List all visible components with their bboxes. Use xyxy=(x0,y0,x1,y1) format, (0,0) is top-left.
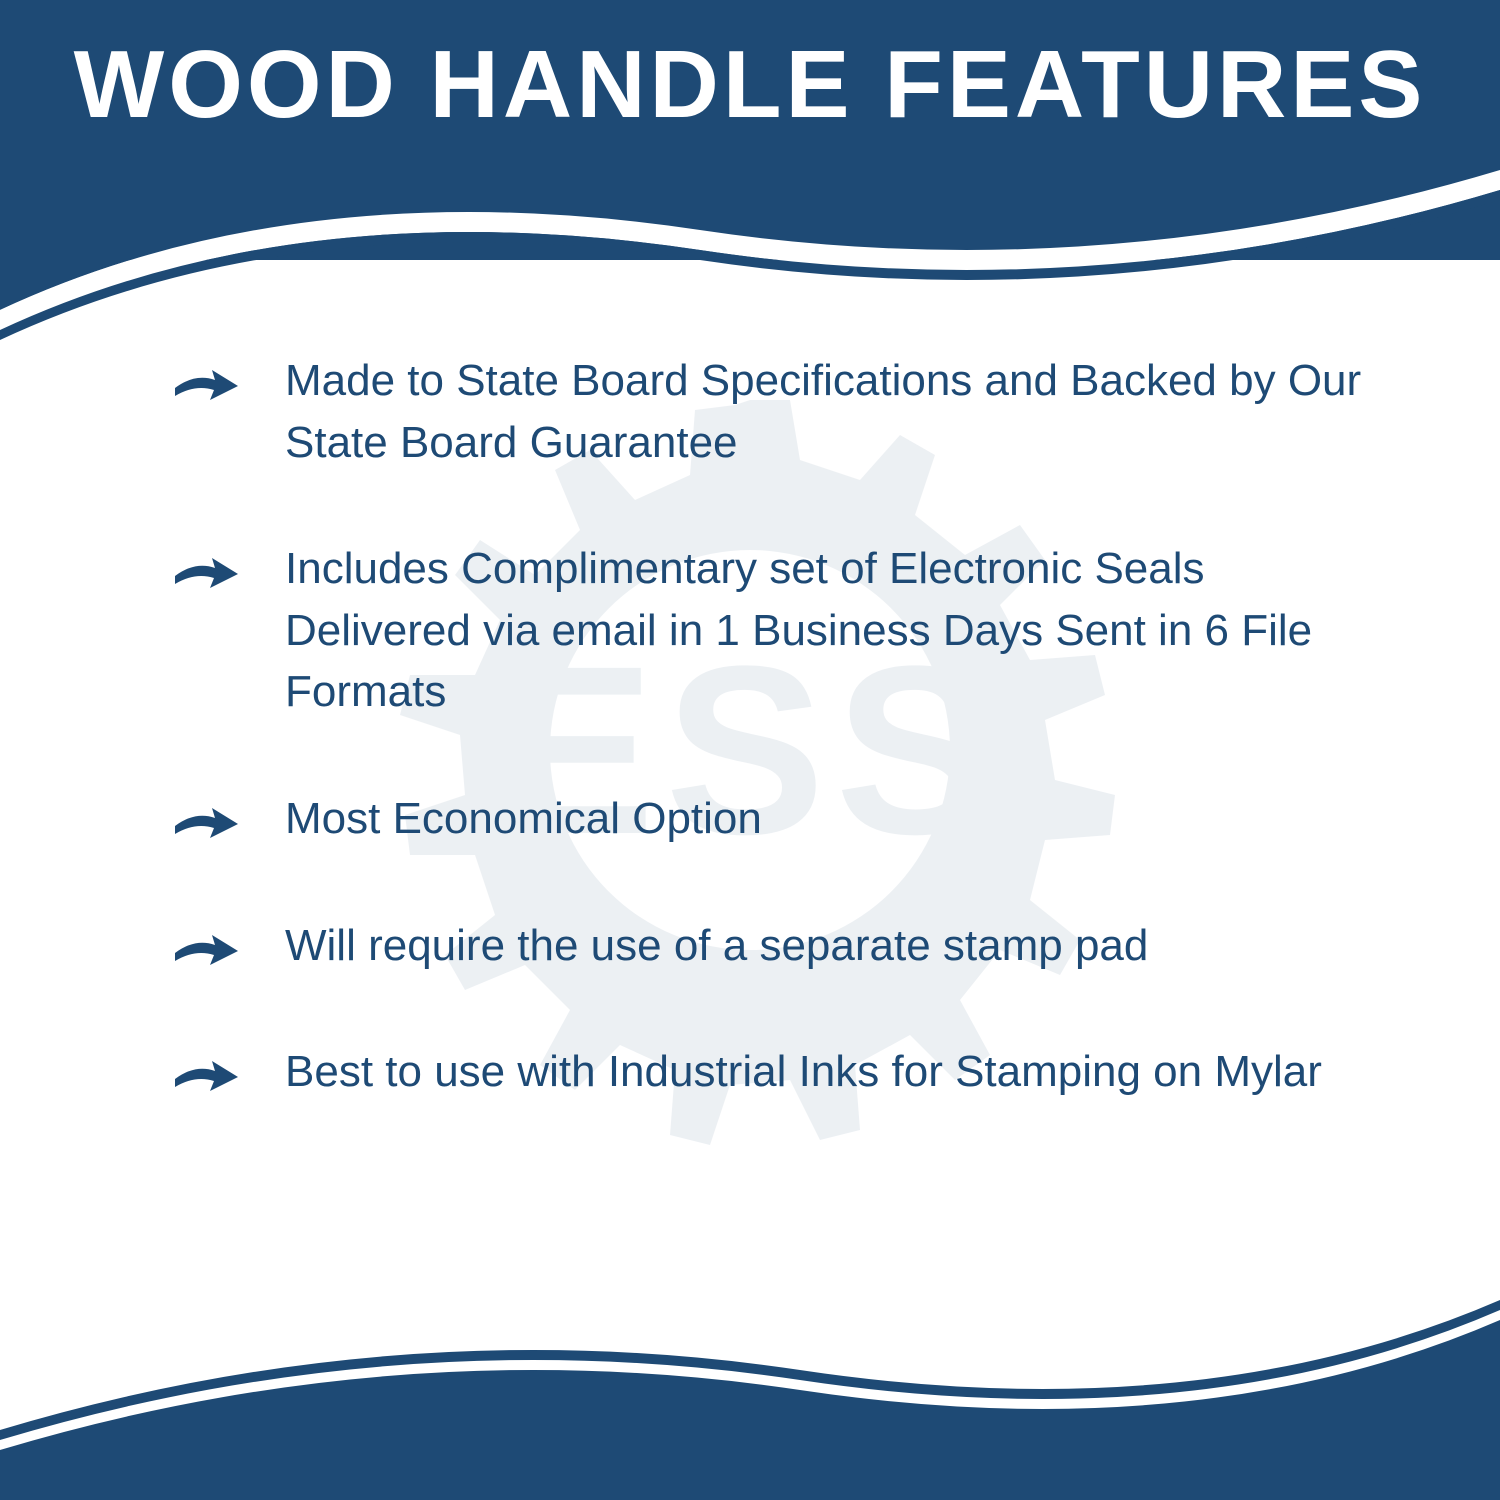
feature-text: Made to State Board Specifications and B… xyxy=(285,350,1400,473)
arrow-icon xyxy=(170,358,240,408)
feature-item: Best to use with Industrial Inks for Sta… xyxy=(170,1041,1400,1103)
feature-text: Most Economical Option xyxy=(285,788,762,850)
feature-text: Includes Complimentary set of Electronic… xyxy=(285,538,1400,723)
arrow-icon xyxy=(170,923,240,973)
feature-item: Most Economical Option xyxy=(170,788,1400,850)
feature-item: Made to State Board Specifications and B… xyxy=(170,350,1400,473)
wave-bottom-decoration xyxy=(0,1240,1500,1500)
features-list: Made to State Board Specifications and B… xyxy=(0,300,1500,1218)
feature-text: Will require the use of a separate stamp… xyxy=(285,915,1148,977)
feature-item: Includes Complimentary set of Electronic… xyxy=(170,538,1400,723)
feature-text: Best to use with Industrial Inks for Sta… xyxy=(285,1041,1322,1103)
feature-item: Will require the use of a separate stamp… xyxy=(170,915,1400,977)
arrow-icon xyxy=(170,796,240,846)
page-title: WOOD HANDLE FEATURES xyxy=(74,30,1427,140)
arrow-icon xyxy=(170,546,240,596)
arrow-icon xyxy=(170,1049,240,1099)
